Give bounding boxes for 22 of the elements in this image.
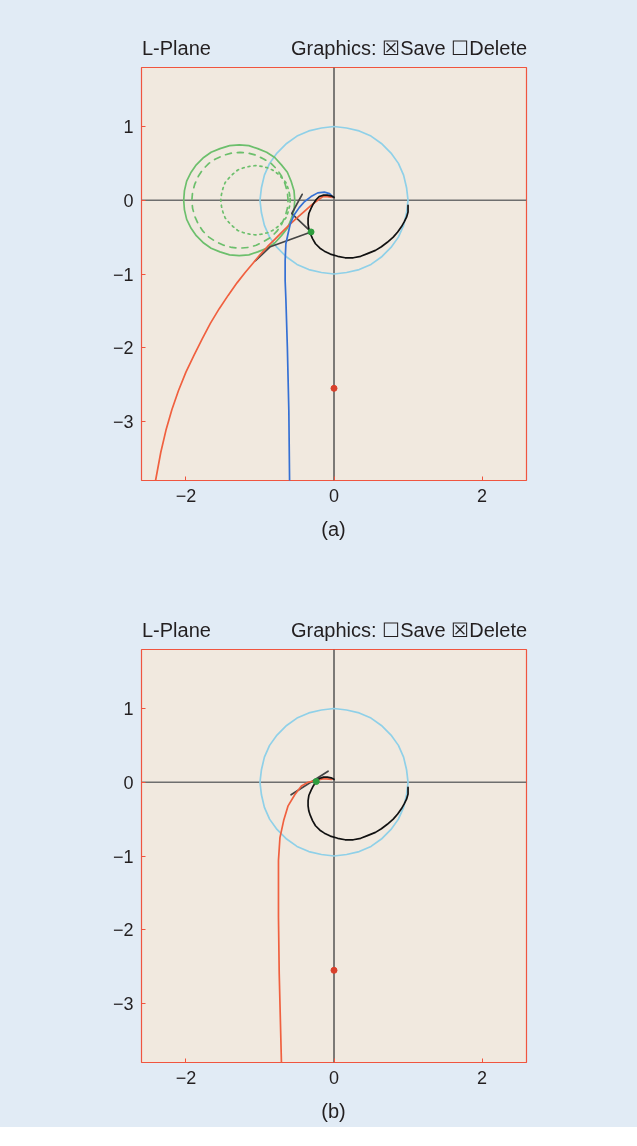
x-tick-label: 2 xyxy=(477,1067,488,1088)
y-tick-label: −2 xyxy=(112,338,134,359)
y-tick-label: 0 xyxy=(123,772,134,793)
y-tick-label: 1 xyxy=(123,699,134,719)
x-tick-label: 0 xyxy=(328,485,340,506)
text: (a) xyxy=(321,518,346,540)
x-tick-label: 0 xyxy=(328,1067,340,1088)
chart-subtitle: Graphics: ☒Save ☐Delete xyxy=(291,37,528,59)
y-tick-label: −3 xyxy=(112,994,134,1014)
y-tick-label: −1 xyxy=(112,846,134,867)
y-tick-label: −3 xyxy=(112,412,134,432)
y-tick-label: −1 xyxy=(112,264,134,285)
chart-title: L-Plane xyxy=(142,619,211,641)
text: (b) xyxy=(321,1100,346,1122)
y-tick-label: 1 xyxy=(123,117,134,137)
x-tick-label: 2 xyxy=(477,485,488,506)
chart-subtitle: Graphics: ☐Save ☒Delete xyxy=(291,619,528,641)
chart-title: L-Plane xyxy=(142,37,211,59)
y-tick-label: 0 xyxy=(123,190,134,211)
x-tick-label: −2 xyxy=(175,1067,197,1088)
x-tick-label: −2 xyxy=(175,485,197,506)
y-tick-label: −2 xyxy=(112,920,134,941)
